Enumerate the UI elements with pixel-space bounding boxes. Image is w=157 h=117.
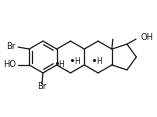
Text: Br: Br (6, 42, 15, 51)
Text: OH: OH (141, 33, 154, 42)
Text: HO: HO (3, 60, 16, 69)
Text: Br: Br (37, 82, 47, 91)
Text: H: H (59, 60, 65, 69)
Text: H: H (74, 57, 80, 66)
Text: H: H (96, 57, 102, 66)
